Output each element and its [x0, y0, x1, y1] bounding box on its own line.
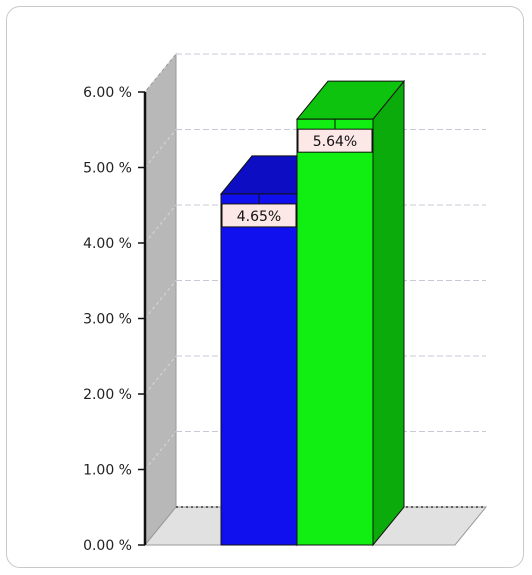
y-tick-label: 3.00 % [83, 312, 132, 328]
y-tick-label: 5.00 % [83, 161, 132, 177]
wall-gridline [144, 280, 177, 319]
data-label: 5.64% [297, 119, 373, 153]
data-label-text: 5.64% [313, 134, 357, 150]
data-label-box [221, 203, 297, 228]
bars [219, 79, 406, 547]
bar [295, 79, 406, 547]
y-tick-label: 6.00 % [83, 85, 132, 101]
y-tick-label: 4.00 % [83, 236, 132, 252]
y-tick-label: 1.00 % [83, 463, 132, 479]
data-label-text: 4.65% [237, 209, 281, 225]
y-tick-label: 2.00 % [83, 387, 132, 403]
data-labels: 4.65% 5.64% [221, 119, 373, 228]
data-label-box [297, 128, 373, 153]
wall-gridline [144, 53, 177, 93]
wall-gridline [144, 431, 177, 470]
bar-front [220, 193, 298, 546]
bar-side [372, 79, 405, 547]
data-label: 4.65% [221, 193, 297, 228]
wall-gridline [144, 129, 177, 168]
wall-gridline [144, 355, 177, 395]
y-axis: 0.00 % 1.00 % 2.00 % 3.00 % 4.00 % 5.00 % 6.00… [83, 85, 147, 554]
wall-gridline [144, 204, 177, 244]
y-tick-label: 0.00 % [83, 538, 132, 554]
bar-front [296, 118, 374, 546]
